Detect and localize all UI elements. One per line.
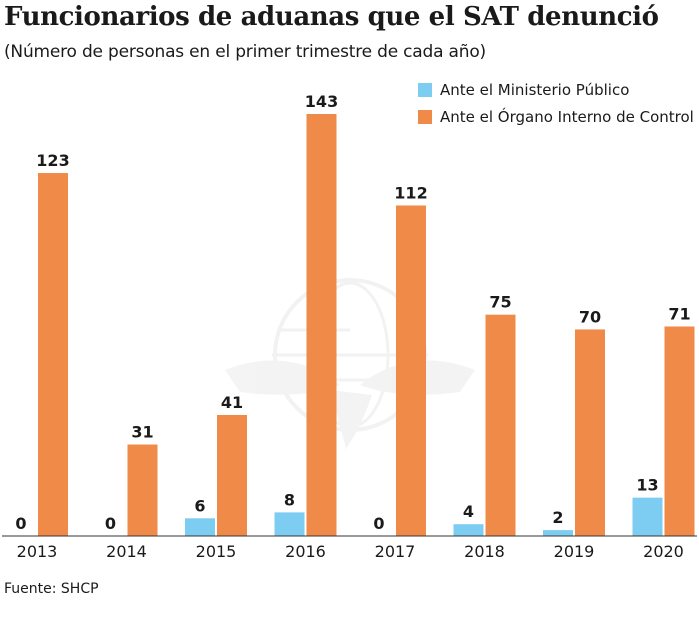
value-label-ministerio-2013: 0: [15, 514, 26, 533]
x-tick-label-2015: 2015: [196, 542, 237, 561]
bar-ministerio-2020: [632, 497, 663, 536]
bars-group: [38, 114, 695, 536]
bar-ministerio-2019: [543, 530, 573, 536]
source-note: Fuente: SHCP: [4, 581, 99, 597]
legend-item-organo: Ante el Órgano Interno de Control: [418, 103, 694, 130]
value-label-ministerio-2019: 2: [552, 508, 563, 527]
x-tick-label-2019: 2019: [554, 542, 595, 561]
value-label-organo-2019: 70: [579, 307, 601, 326]
legend-label-ministerio: Ante el Ministerio Público: [440, 80, 630, 99]
bar-organo-2014: [127, 444, 158, 536]
legend-label-organo: Ante el Órgano Interno de Control: [440, 107, 694, 126]
x-tick-label-2020: 2020: [643, 542, 684, 561]
bar-ministerio-2015: [185, 518, 215, 536]
x-tick-label-2013: 2013: [17, 542, 58, 561]
chart-subtitle: (Número de personas en el primer trimest…: [4, 42, 486, 62]
value-label-ministerio-2015: 6: [194, 496, 205, 515]
value-label-organo-2020: 71: [668, 304, 690, 323]
chart-title: Funcionarios de aduanas que el SAT denun…: [4, 2, 659, 32]
value-label-organo-2018: 75: [489, 293, 511, 312]
value-label-organo-2017: 112: [394, 183, 427, 202]
x-axis-ticks-group: 2013 2014 2015 2016 2017 2018 2019 2020: [17, 542, 684, 561]
bar-ministerio-2018: [453, 524, 484, 536]
x-tick-label-2014: 2014: [106, 542, 147, 561]
value-labels-group: 0 123 0 31 6 41 8 143 0 112 4 75 2 70 13 71: [15, 92, 690, 533]
legend-swatch-ministerio: [418, 82, 432, 97]
bar-ministerio-2016: [274, 512, 305, 536]
bar-organo-2013: [38, 173, 68, 536]
bar-organo-2018: [485, 314, 516, 536]
legend-item-ministerio: Ante el Ministerio Público: [418, 76, 694, 103]
value-label-ministerio-2017: 0: [373, 514, 384, 533]
value-label-ministerio-2018: 4: [463, 502, 474, 521]
bar-organo-2017: [396, 205, 426, 536]
x-tick-label-2017: 2017: [375, 542, 416, 561]
value-label-ministerio-2014: 0: [105, 514, 116, 533]
legend-swatch-organo: [418, 109, 432, 124]
x-tick-label-2016: 2016: [285, 542, 326, 561]
value-label-organo-2016: 143: [305, 92, 338, 111]
legend: Ante el Ministerio Público Ante el Órgan…: [418, 76, 694, 130]
bar-organo-2019: [575, 329, 605, 536]
bar-organo-2016: [306, 114, 337, 536]
value-label-organo-2013: 123: [36, 151, 69, 170]
value-label-organo-2014: 31: [131, 423, 153, 442]
value-label-ministerio-2020: 13: [636, 476, 658, 495]
value-label-ministerio-2016: 8: [284, 490, 295, 509]
value-label-organo-2015: 41: [221, 393, 243, 412]
x-tick-label-2018: 2018: [464, 542, 505, 561]
bar-organo-2020: [664, 326, 695, 536]
eagle-seal-watermark-icon: [225, 278, 475, 452]
bar-organo-2015: [217, 415, 247, 536]
